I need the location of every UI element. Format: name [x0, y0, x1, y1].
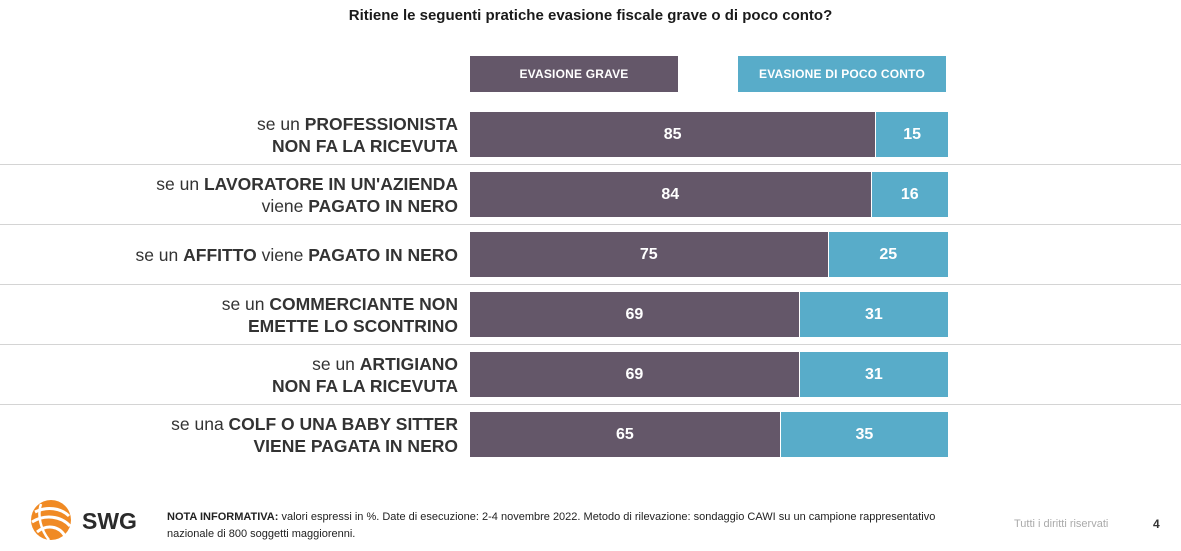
category-label-segment: se un [221, 293, 270, 314]
bar-value-label: 75 [639, 245, 658, 263]
category-label-segment: PAGATO IN NERO [308, 244, 458, 265]
swg-logo-icon [31, 500, 72, 541]
row-separator [0, 164, 1181, 165]
bar-value-label: 31 [865, 365, 883, 383]
bar-evasione-grave: 84 [470, 172, 871, 217]
category-label: se un PROFESSIONISTA NON FA LA RICEVUTA [18, 113, 458, 157]
bar-value-label: 69 [625, 305, 644, 323]
footer-note: NOTA INFORMATIVA: valori espressi in %. … [167, 509, 957, 543]
bar-evasione-grave: 65 [470, 412, 780, 457]
bar-evasione-grave: 75 [470, 232, 828, 277]
bar-evasione-poco-conto: 31 [799, 292, 948, 337]
bar-evasione-grave: 85 [470, 112, 876, 157]
bar-value-label: 84 [661, 185, 680, 203]
bar-evasione-grave: 69 [470, 292, 799, 337]
category-label: se una COLF O UNA BABY SITTER VIENE PAGAT… [18, 413, 458, 457]
row-separator [0, 344, 1181, 345]
bar-evasione-poco-conto: 15 [876, 112, 948, 157]
bar-evasione-grave: 69 [470, 352, 799, 397]
page-number: 4 [1153, 517, 1160, 531]
bar-value-label: 85 [663, 125, 682, 143]
category-label-segment: se un [156, 173, 204, 194]
bar-value-label: 25 [879, 245, 898, 263]
footer-note-text: valori espressi in %. Date di esecuzione… [167, 511, 936, 540]
row-separator [0, 404, 1181, 405]
category-label-segment: NON FA LA RICEVUTA [271, 135, 458, 156]
category-label-segment: ARTIGIANO [359, 353, 458, 374]
legend-evasione-poco-conto: EVASIONE DI POCO CONTO [738, 56, 946, 92]
category-label-segment: se una [171, 413, 229, 434]
category-label-segment: se un [312, 353, 360, 374]
category-label-segment: AFFITTO [183, 244, 257, 265]
bar-evasione-poco-conto: 25 [828, 232, 948, 277]
bar-value-label: 16 [900, 185, 919, 203]
bar-value-label: 15 [903, 125, 922, 143]
swg-logo-text: SWG [82, 508, 137, 534]
category-label-segment: PAGATO IN NERO [308, 195, 458, 216]
footer-note-label: NOTA INFORMATIVA: [167, 511, 279, 523]
rights-text: Tutti i diritti riservati [1014, 518, 1109, 530]
category-label-segment: viene [261, 195, 309, 216]
category-label: se un COMMERCIANTE NON EMETTE LO SCONTRIN… [18, 293, 458, 337]
bar-evasione-poco-conto: 16 [871, 172, 948, 217]
category-label-segment: viene [256, 244, 309, 265]
category-label-segment: COLF O UNA BABY SITTER [228, 413, 458, 434]
category-label: se un ARTIGIANO NON FA LA RICEVUTA [18, 353, 458, 397]
bar-value-label: 31 [865, 305, 883, 323]
row-separator [0, 224, 1181, 225]
category-label-segment: se un [257, 113, 305, 134]
row-separator [0, 284, 1181, 285]
category-label-segment: LAVORATORE IN UN'AZIENDA [203, 173, 458, 194]
bar-value-label: 65 [615, 425, 634, 443]
category-label: se un AFFITTO viene PAGATO IN NERO [18, 244, 458, 266]
bar-value-label: 69 [625, 365, 644, 383]
category-label-segment: VIENE PAGATA IN NERO [253, 435, 458, 456]
category-label: se un LAVORATORE IN UN'AZIENDA viene PAGA… [18, 173, 458, 217]
legend-evasione-grave: EVASIONE GRAVE [470, 56, 678, 92]
category-label-segment: se un [135, 244, 184, 265]
category-label-segment: EMETTE LO SCONTRINO [248, 315, 458, 336]
chart-title: Ritiene le seguenti pratiche evasione fi… [348, 7, 833, 24]
category-label-segment: COMMERCIANTE NON [269, 293, 458, 314]
category-label-segment: NON FA LA RICEVUTA [271, 375, 458, 396]
category-label-segment: PROFESSIONISTA [304, 113, 458, 134]
bar-value-label: 35 [855, 425, 874, 443]
bar-evasione-poco-conto: 31 [799, 352, 948, 397]
bar-evasione-poco-conto: 35 [780, 412, 948, 457]
